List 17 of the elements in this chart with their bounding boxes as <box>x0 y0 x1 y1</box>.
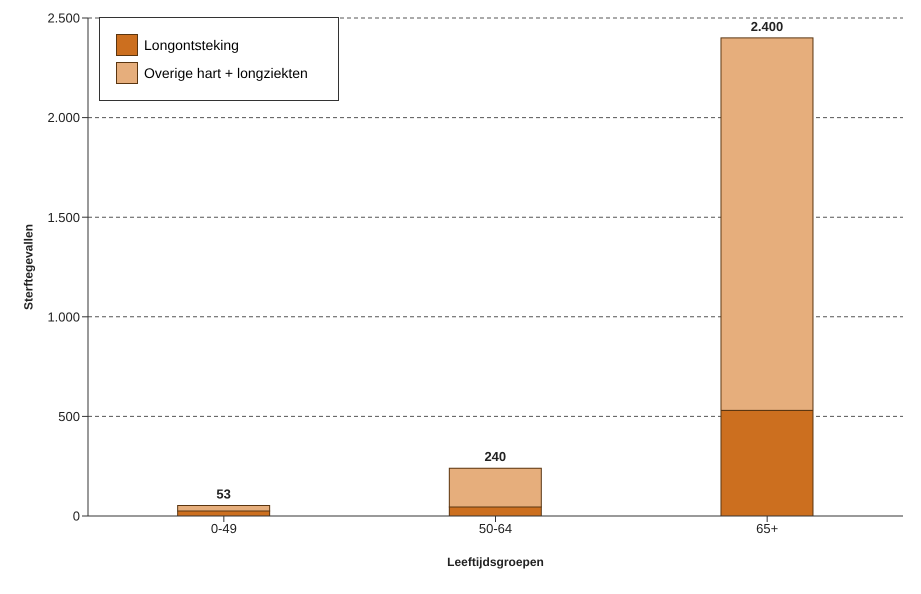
y-tick-label: 500 <box>58 409 80 424</box>
y-tick-label: 1.500 <box>47 210 80 225</box>
total-label: 53 <box>216 486 231 502</box>
legend-label: Longontsteking <box>144 37 239 53</box>
y-axis-title: Sterftegevallen <box>21 224 36 310</box>
total-label: 2.400 <box>750 18 784 34</box>
y-tick-label: 0 <box>72 508 80 524</box>
legend-label: Overige hart + longziekten <box>144 65 308 81</box>
total-label: 240 <box>484 449 506 464</box>
y-tick-label: 1.000 <box>47 309 80 324</box>
x-tick-label: 65+ <box>756 521 778 536</box>
x-tick-label: 50-64 <box>478 521 512 536</box>
y-tick-label: 2.500 <box>47 10 80 26</box>
bar <box>177 504 270 512</box>
x-axis-title: Leeftijdsgroepen <box>447 555 544 569</box>
x-tick-label: 0-49 <box>210 521 237 536</box>
y-tick-label: 2.000 <box>47 110 80 126</box>
